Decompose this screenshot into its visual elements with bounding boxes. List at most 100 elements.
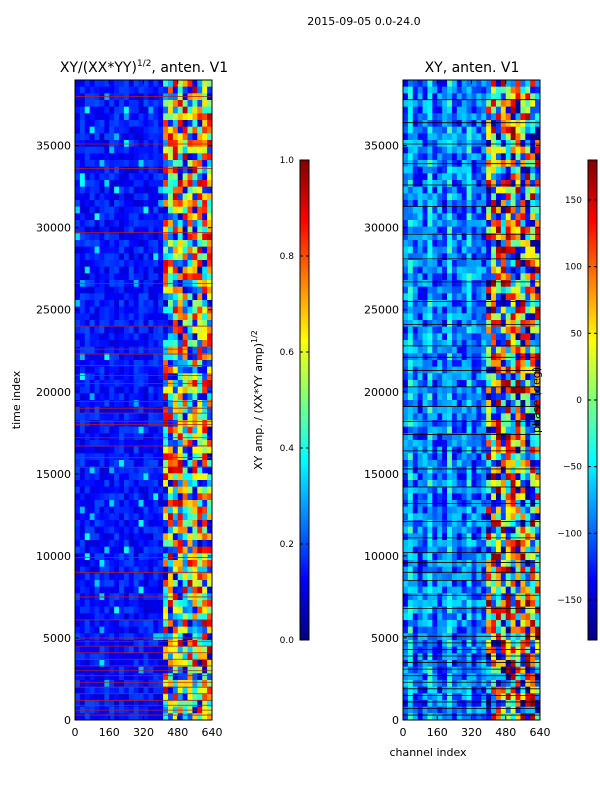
heatmap-cell bbox=[182, 533, 189, 541]
heatmap-cell bbox=[89, 560, 96, 568]
heatmap-cell bbox=[94, 513, 101, 521]
heatmap-cell bbox=[437, 300, 443, 308]
heatmap-cell bbox=[412, 133, 419, 141]
heatmap-cell bbox=[182, 206, 189, 214]
heatmap-cell bbox=[476, 86, 482, 94]
heatmap-cell bbox=[94, 533, 101, 541]
heatmap-cell bbox=[123, 193, 130, 201]
heatmap-cell bbox=[143, 313, 149, 321]
heatmap-cell bbox=[158, 633, 164, 641]
heatmap-cell bbox=[476, 546, 482, 554]
heatmap-cell bbox=[79, 686, 86, 694]
heatmap-cell bbox=[505, 533, 512, 541]
heatmap-cell bbox=[182, 480, 189, 488]
heatmap-cell bbox=[187, 200, 194, 208]
heatmap-cell bbox=[99, 133, 105, 141]
heatmap-cell bbox=[515, 346, 522, 354]
heatmap-cell bbox=[456, 486, 463, 494]
heatmap-cell bbox=[89, 680, 96, 688]
heatmap-cell bbox=[94, 613, 101, 621]
heatmap-cell bbox=[187, 193, 194, 201]
heatmap-cell bbox=[177, 153, 184, 161]
heatmap-cell bbox=[119, 580, 125, 588]
heatmap-cell bbox=[138, 86, 145, 94]
heatmap-cell bbox=[407, 360, 414, 368]
heatmap-cell bbox=[128, 466, 135, 474]
heatmap-cell bbox=[138, 346, 145, 354]
heatmap-cell bbox=[520, 386, 526, 394]
heatmap-cell bbox=[182, 680, 189, 688]
heatmap-cell bbox=[437, 173, 443, 181]
heatmap-cell bbox=[491, 360, 497, 368]
heatmap-cell bbox=[471, 166, 477, 174]
heatmap-cell bbox=[403, 193, 409, 201]
heatmap-cell bbox=[481, 406, 487, 414]
heatmap-cell bbox=[461, 573, 468, 581]
heatmap-cell bbox=[525, 526, 531, 534]
heatmap-cell bbox=[427, 493, 433, 501]
heatmap-cell bbox=[471, 146, 477, 154]
heatmap-cell bbox=[530, 226, 536, 234]
heatmap-cell bbox=[197, 80, 203, 88]
heatmap-cell bbox=[447, 253, 453, 261]
heatmap-cell bbox=[442, 380, 448, 388]
heatmap-cell bbox=[500, 453, 507, 461]
heatmap-cell bbox=[500, 80, 507, 88]
heatmap-cell bbox=[407, 520, 414, 528]
heatmap-cell bbox=[182, 180, 189, 188]
heatmap-cell bbox=[163, 246, 169, 254]
heatmap-cell bbox=[403, 606, 409, 614]
heatmap-cell bbox=[114, 273, 120, 281]
heatmap-cell bbox=[437, 480, 443, 488]
heatmap-cell bbox=[114, 606, 120, 614]
heatmap-cell bbox=[471, 240, 477, 248]
heatmap-cell bbox=[525, 240, 531, 248]
heatmap-cell bbox=[99, 460, 105, 468]
heatmap-cell bbox=[123, 420, 130, 428]
heatmap-cell bbox=[75, 400, 81, 408]
heatmap-cell bbox=[114, 346, 120, 354]
heatmap-cell bbox=[437, 446, 443, 454]
heatmap-cell bbox=[197, 253, 203, 261]
heatmap-cell bbox=[432, 126, 438, 134]
heatmap-cell bbox=[417, 320, 424, 328]
heatmap-cell bbox=[535, 373, 540, 381]
heatmap-cell bbox=[99, 500, 105, 508]
heatmap-cell bbox=[99, 120, 105, 128]
heatmap-cell bbox=[75, 340, 81, 348]
heatmap-cell bbox=[133, 460, 140, 468]
heatmap-cell bbox=[530, 546, 536, 554]
heatmap-cell bbox=[138, 246, 145, 254]
heatmap-cell bbox=[187, 546, 194, 554]
heatmap-cell bbox=[89, 113, 96, 121]
heatmap-cell bbox=[412, 293, 419, 301]
heatmap-cell bbox=[187, 420, 194, 428]
heatmap-cell bbox=[427, 486, 433, 494]
heatmap-cell bbox=[495, 226, 502, 234]
heatmap-cell bbox=[510, 193, 517, 201]
heatmap-cell bbox=[417, 526, 424, 534]
heatmap-cell bbox=[466, 300, 473, 308]
heatmap-cell bbox=[505, 520, 512, 528]
heatmap-cell bbox=[172, 540, 179, 548]
heatmap-cell bbox=[158, 446, 164, 454]
heatmap-cell bbox=[128, 260, 135, 268]
heatmap-cell bbox=[187, 680, 194, 688]
heatmap-cell bbox=[79, 86, 86, 94]
heatmap-cell bbox=[447, 360, 453, 368]
heatmap-cell bbox=[407, 393, 414, 401]
heatmap-cell bbox=[133, 533, 140, 541]
heatmap-cell bbox=[109, 346, 115, 354]
heatmap-cell bbox=[182, 520, 189, 528]
heatmap-cell bbox=[75, 586, 81, 594]
heatmap-cell bbox=[530, 246, 536, 254]
heatmap-cell bbox=[466, 293, 473, 301]
heatmap-cell bbox=[412, 233, 419, 241]
heatmap-cell bbox=[461, 493, 468, 501]
heatmap-cell bbox=[197, 233, 203, 241]
heatmap-cell bbox=[163, 213, 169, 221]
heatmap-cell bbox=[133, 253, 140, 261]
heatmap-cell bbox=[138, 413, 145, 421]
heatmap-cell bbox=[138, 400, 145, 408]
heatmap-cell bbox=[520, 513, 526, 521]
